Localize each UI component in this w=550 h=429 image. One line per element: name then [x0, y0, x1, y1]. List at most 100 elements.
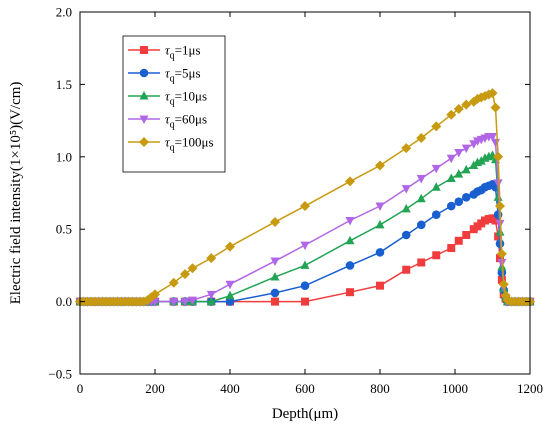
- y-tick-label: 2.0: [56, 5, 72, 20]
- data-point: [375, 202, 385, 212]
- data-point: [345, 176, 355, 187]
- data-point: [446, 173, 456, 183]
- y-tick-label: 0.0: [56, 294, 72, 309]
- legend-marker: [139, 91, 149, 100]
- data-point: [496, 254, 504, 263]
- x-axis-title: Depth(μm): [272, 406, 338, 422]
- data-point: [376, 281, 384, 290]
- data-point: [461, 99, 472, 110]
- x-tick-label: 600: [295, 381, 315, 396]
- data-point: [402, 265, 411, 274]
- series-0: [76, 214, 534, 306]
- data-point: [461, 193, 471, 202]
- data-point: [490, 102, 501, 113]
- data-point: [225, 290, 235, 300]
- legend-item: τq=60μs: [128, 112, 207, 131]
- data-point: [453, 104, 464, 115]
- legend-symbol: τ: [165, 135, 171, 150]
- data-point: [300, 241, 310, 251]
- legend-label: τq=100μs: [165, 135, 214, 154]
- data-point: [225, 297, 235, 306]
- data-point: [461, 164, 471, 174]
- data-point: [270, 216, 280, 227]
- data-point: [345, 217, 355, 226]
- legend-value: =100μs: [175, 135, 214, 150]
- data-point: [446, 154, 456, 164]
- data-point: [431, 164, 441, 174]
- data-point: [462, 230, 471, 239]
- data-point: [454, 197, 464, 206]
- legend-subscript: q: [170, 120, 175, 131]
- x-tick-label: 400: [220, 381, 240, 396]
- data-point: [401, 143, 412, 154]
- legend-label: τq=1μs: [165, 43, 201, 62]
- x-tick-label: 1200: [517, 381, 543, 396]
- legend-item: τq=10μs: [128, 89, 207, 108]
- series-4: [75, 88, 535, 307]
- legend-value: =10μs: [175, 89, 207, 104]
- data-point: [346, 288, 354, 297]
- data-point: [180, 298, 190, 307]
- legend-label: τq=5μs: [165, 66, 201, 85]
- legend-subscript: q: [170, 143, 175, 154]
- legend-value: =60μs: [175, 112, 207, 127]
- data-point: [225, 241, 235, 252]
- ticks-layer: 0 200 400 600 800 1000 1200 −0.5 0.0 0.5 1.0 1.5 2.0: [48, 5, 543, 397]
- data-point: [431, 121, 442, 132]
- x-tick-label: 0: [77, 381, 84, 396]
- y-tick-label: −0.5: [48, 367, 72, 382]
- data-point: [416, 193, 426, 203]
- legend-value: =1μs: [175, 43, 201, 58]
- data-point: [491, 138, 500, 148]
- legend-marker: [139, 115, 149, 124]
- legend-box: [122, 35, 226, 173]
- data-point: [180, 269, 190, 280]
- data-point: [488, 133, 497, 142]
- legend-symbol: τ: [165, 112, 171, 127]
- data-point: [300, 201, 310, 212]
- x-tick-label: 800: [370, 381, 390, 396]
- data-point: [454, 169, 464, 178]
- data-point: [401, 203, 411, 213]
- x-tick-label: 200: [145, 381, 165, 396]
- legend-marker: [139, 68, 149, 78]
- data-point: [498, 279, 509, 290]
- data-point: [493, 179, 503, 188]
- data-point: [271, 297, 279, 306]
- data-point: [494, 232, 503, 241]
- data-point: [497, 275, 506, 284]
- data-point: [495, 201, 505, 212]
- data-point: [300, 281, 310, 290]
- data-point: [417, 258, 426, 267]
- data-point: [206, 253, 217, 264]
- data-point: [401, 230, 411, 240]
- data-point: [487, 88, 498, 99]
- data-point: [416, 220, 426, 230]
- data-point: [431, 210, 441, 220]
- data-point: [206, 296, 216, 306]
- data-point: [446, 201, 456, 211]
- legend-symbol: τ: [165, 89, 171, 104]
- data-point: [169, 298, 179, 307]
- legend-item: τq=5μs: [128, 66, 201, 85]
- data-point: [375, 219, 385, 229]
- legend-subscript: q: [170, 74, 175, 85]
- legend-item: τq=100μs: [128, 135, 214, 154]
- data-point: [431, 182, 441, 191]
- y-axis-title: Electric field intensity(1×10⁵)(V/cm): [8, 82, 24, 305]
- data-point: [401, 185, 411, 194]
- series-layer: [75, 88, 535, 307]
- legend-subscript: q: [170, 97, 175, 108]
- data-point: [446, 109, 457, 120]
- legend-symbol: τ: [165, 66, 171, 81]
- data-point: [187, 263, 198, 274]
- data-point: [454, 148, 464, 158]
- legend-marker: [139, 137, 149, 147]
- legend-marker: [140, 46, 148, 54]
- data-point: [432, 251, 441, 260]
- data-point: [375, 160, 385, 171]
- data-point: [168, 277, 179, 288]
- legend-subscript: q: [170, 51, 175, 62]
- legend-label: τq=60μs: [165, 112, 207, 131]
- data-point: [225, 280, 235, 290]
